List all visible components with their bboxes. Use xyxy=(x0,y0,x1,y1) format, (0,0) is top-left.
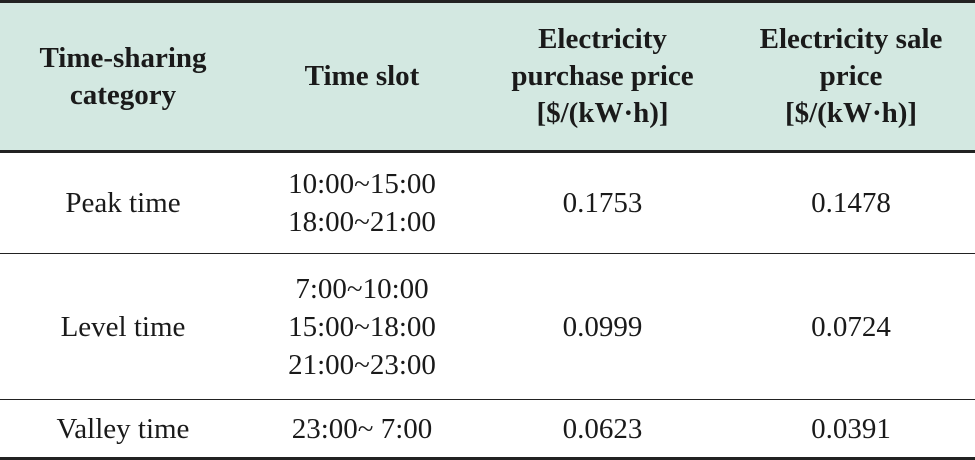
table-row: Valley time 23:00~ 7:00 0.0623 0.0391 xyxy=(0,399,975,460)
category-cell: Peak time xyxy=(0,151,246,254)
header-sale-price: Electricity sale price [$/(kW·h)] xyxy=(727,0,975,153)
purchase-price-cell: 0.0623 xyxy=(478,399,727,460)
header-row: Time-sharing category Time slot Electric… xyxy=(0,0,975,153)
time-slot-cell: 7:00~10:00 15:00~18:00 21:00~23:00 xyxy=(246,253,478,400)
purchase-price-cell: 0.1753 xyxy=(478,151,727,254)
sale-price-cell: 0.0724 xyxy=(727,253,975,400)
header-time-sharing-category: Time-sharing category xyxy=(0,0,246,153)
category-cell: Valley time xyxy=(0,399,246,460)
time-slot: 21:00~23:00 xyxy=(288,348,436,381)
table-row: Peak time 10:00~15:00 18:00~21:00 0.1753… xyxy=(0,151,975,254)
table-row: Level time 7:00~10:00 15:00~18:00 21:00~… xyxy=(0,253,975,400)
purchase-price-cell: 0.0999 xyxy=(478,253,727,400)
time-slot-cell: 10:00~15:00 18:00~21:00 xyxy=(246,151,478,254)
header-time-slot: Time slot xyxy=(246,0,478,153)
time-slot: 7:00~10:00 xyxy=(295,272,429,305)
sale-price-cell: 0.1478 xyxy=(727,151,975,254)
header-purchase-price: Electricity purchase price [$/(kW·h)] xyxy=(478,0,727,153)
table-header: Time-sharing category Time slot Electric… xyxy=(0,0,975,153)
time-slot: 18:00~21:00 xyxy=(288,206,436,238)
time-slot: 15:00~18:00 xyxy=(288,310,436,343)
time-slot-cell: 23:00~ 7:00 xyxy=(246,399,478,460)
time-slot: 23:00~ 7:00 xyxy=(291,412,433,445)
time-slot: 10:00~15:00 xyxy=(288,168,436,200)
sale-price-cell: 0.0391 xyxy=(727,399,975,460)
category-cell: Level time xyxy=(0,253,246,400)
table-body: Peak time 10:00~15:00 18:00~21:00 0.1753… xyxy=(0,151,975,460)
